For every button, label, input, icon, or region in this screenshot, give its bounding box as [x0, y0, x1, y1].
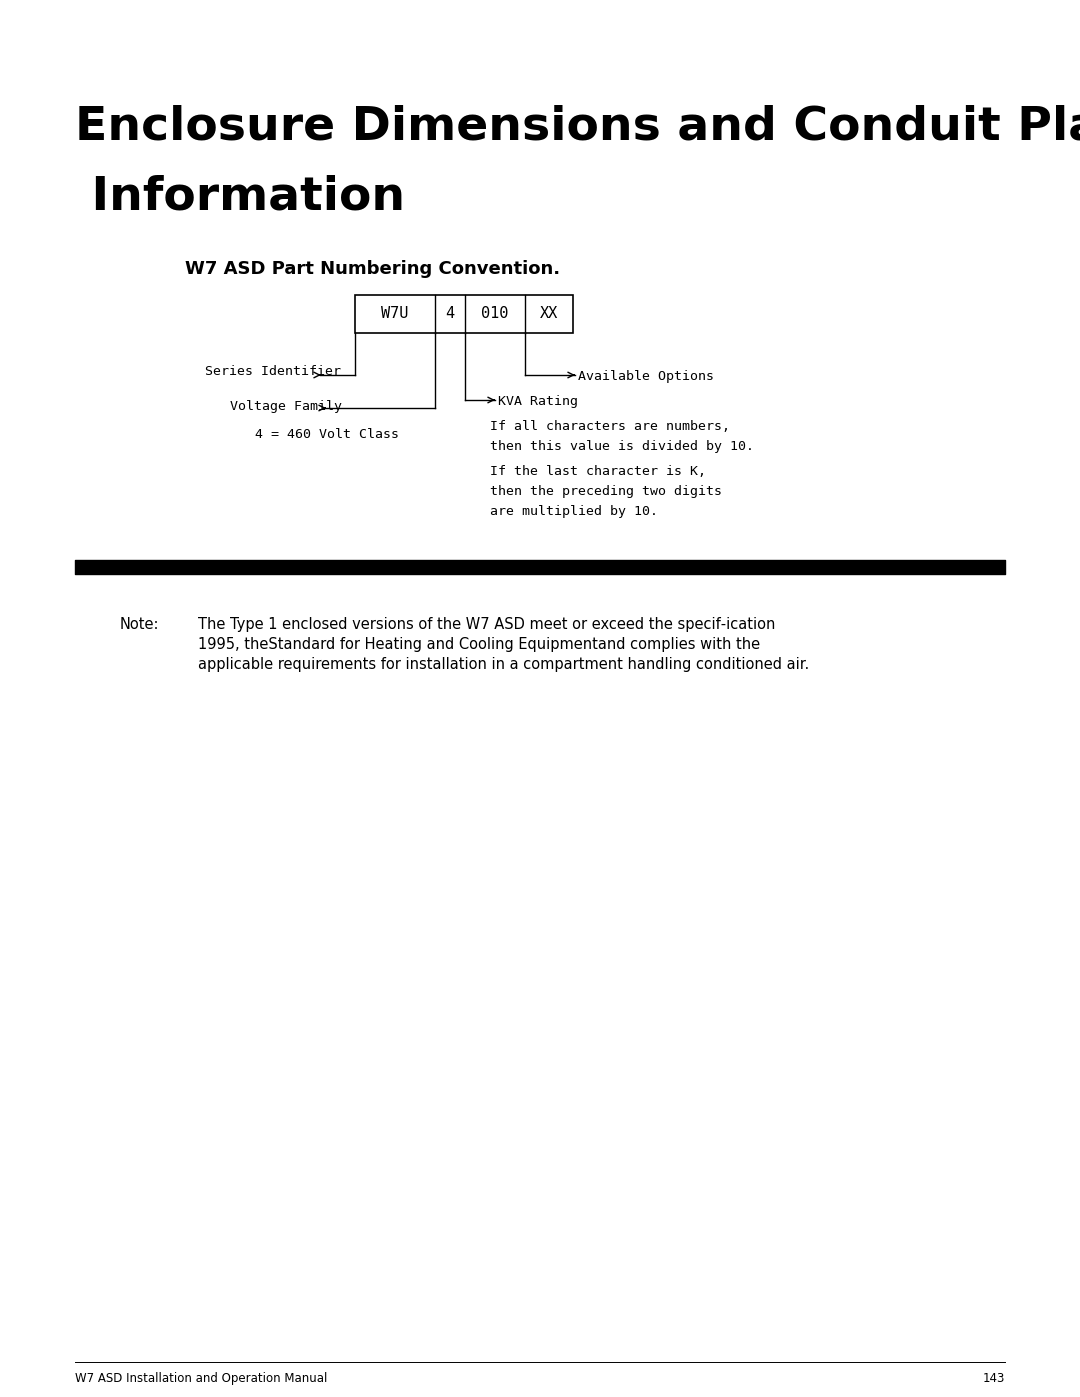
Text: Enclosure Dimensions and Conduit Plate: Enclosure Dimensions and Conduit Plate: [75, 105, 1080, 149]
Text: Note:: Note:: [120, 617, 160, 631]
Text: W7 ASD Installation and Operation Manual: W7 ASD Installation and Operation Manual: [75, 1372, 327, 1384]
Text: W7U: W7U: [381, 306, 408, 321]
Text: 4 = 460 Volt Class: 4 = 460 Volt Class: [255, 427, 399, 441]
Text: The Type 1 enclosed versions of the W7 ASD meet or exceed the specif­ication: The Type 1 enclosed versions of the W7 A…: [198, 617, 775, 631]
Text: then this value is divided by 10.: then this value is divided by 10.: [490, 440, 754, 453]
Text: are multiplied by 10.: are multiplied by 10.: [490, 504, 658, 518]
Text: Series Identifier: Series Identifier: [205, 365, 341, 379]
Text: KVA Rating: KVA Rating: [498, 395, 578, 408]
Text: If the last character is K,: If the last character is K,: [490, 465, 706, 478]
Text: Available Options: Available Options: [578, 370, 714, 383]
Text: 1995, theStandard for Heating and Cooling Equipmentand complies with the: 1995, theStandard for Heating and Coolin…: [198, 637, 760, 652]
Text: Information: Information: [75, 175, 405, 219]
Text: If all characters are numbers,: If all characters are numbers,: [490, 420, 730, 433]
Text: XX: XX: [540, 306, 558, 321]
Text: 4: 4: [445, 306, 455, 321]
Text: then the preceding two digits: then the preceding two digits: [490, 485, 723, 497]
Text: 010: 010: [482, 306, 509, 321]
Text: Voltage Family: Voltage Family: [230, 400, 342, 414]
Text: 143: 143: [983, 1372, 1005, 1384]
Text: W7 ASD Part Numbering Convention.: W7 ASD Part Numbering Convention.: [185, 260, 561, 278]
Text: applicable requirements for installation in a compartment handling conditioned a: applicable requirements for installation…: [198, 657, 809, 672]
Bar: [355, 295, 573, 332]
